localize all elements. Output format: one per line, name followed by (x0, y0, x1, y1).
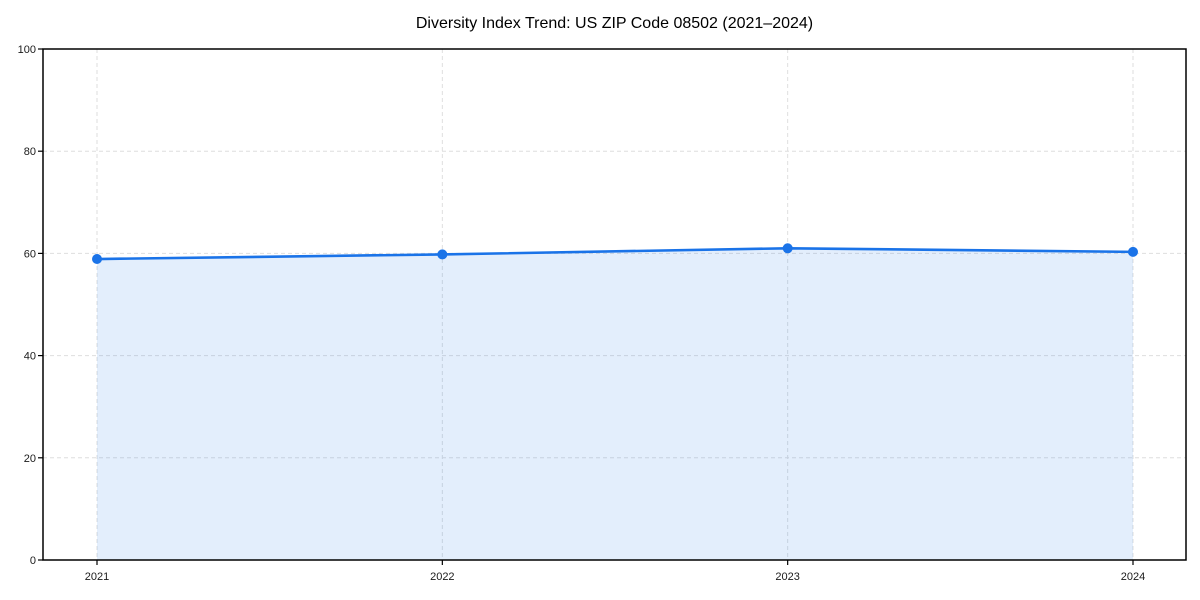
y-axis-tick-label: 100 (18, 44, 36, 56)
area-fill (97, 248, 1133, 561)
series-layer (92, 243, 1138, 561)
trend-line (95, 246, 1135, 261)
y-axis-tick-label: 40 (24, 351, 36, 363)
plot-frame (42, 48, 1187, 561)
data-point-marker (92, 254, 102, 265)
x-axis-tick-label: 2022 (430, 571, 454, 583)
y-axis-tick-label: 20 (24, 453, 36, 465)
chart-title: Diversity Index Trend: US ZIP Code 08502… (416, 15, 813, 32)
data-point-marker (437, 249, 448, 260)
y-axis-tick-label: 60 (24, 248, 36, 260)
x-axis-tick-label: 2021 (85, 571, 109, 583)
x-axis-tick-label: 2024 (1121, 571, 1145, 583)
x-axis-tick-label: 2023 (775, 571, 799, 583)
y-axis-tick-label: 80 (24, 146, 36, 158)
gridlines-layer (43, 49, 1186, 560)
axes-layer: 0 20 40 60 80 100 2021 2022 2023 2024 (18, 44, 1187, 583)
y-axis-tick-label: 0 (30, 555, 36, 567)
data-point-marker (1128, 246, 1138, 257)
data-point-marker (782, 243, 793, 254)
